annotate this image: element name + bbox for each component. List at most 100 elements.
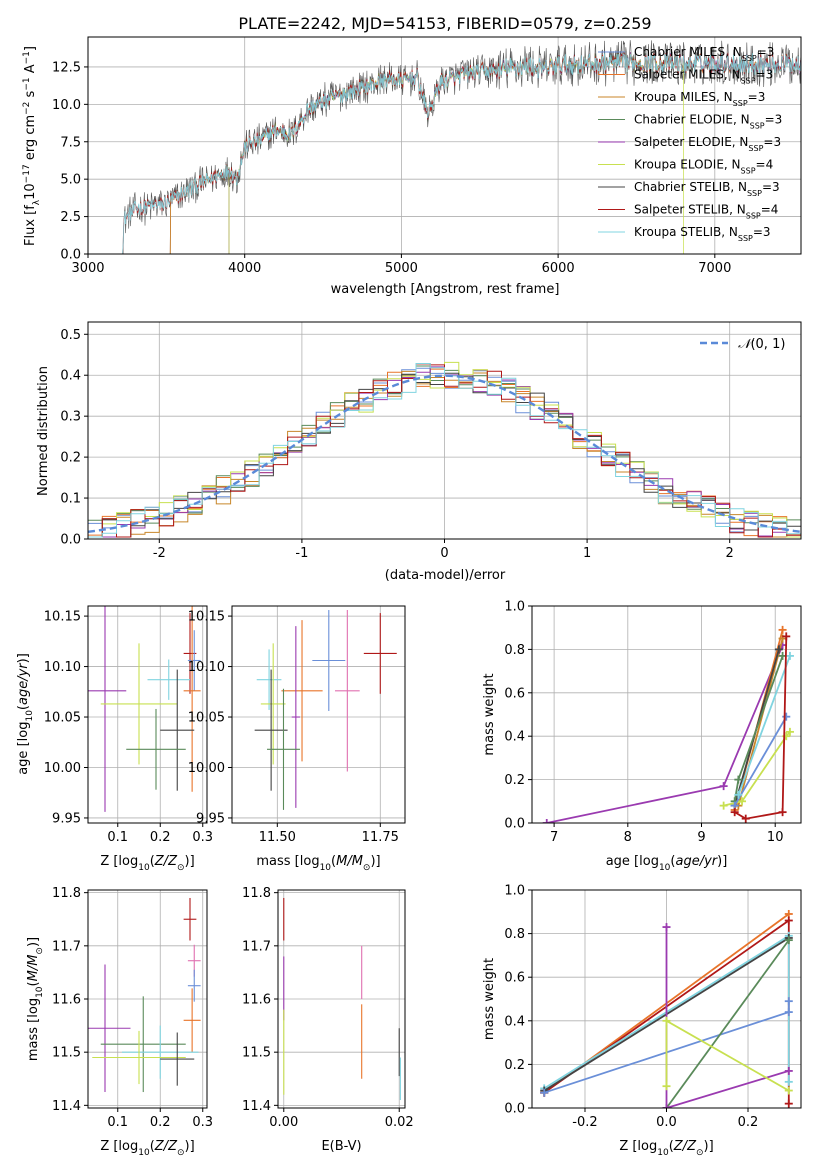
errorbar-point [183,606,201,792]
mass_vs_ebv-xlabel: E(B-V) [321,1139,361,1154]
age_vs_mass-ytick-label: 10.10 [188,660,225,675]
residuals-xtick-label: 0 [440,546,448,561]
errorbar-point [256,649,282,710]
errorbar-point [183,897,197,941]
legend-label: Kroupa MILES, NSSP=3 [634,90,765,108]
spectrum-ytick-label: 7.5 [60,135,81,150]
errorbar-point [88,964,131,1093]
mass_weight_vs_Z-plot-area [540,909,793,1108]
age_vs_Z-grid [88,606,207,823]
errorbar-point [92,1030,186,1085]
mass-weight-marker [778,625,787,634]
mass_weight_vs_age-plot-area [542,625,794,823]
mass-weight-line [733,716,788,807]
age_vs_mass-ytick-label: 10.15 [188,610,225,625]
mass-weight-marker [719,782,728,791]
residuals-ytick-label: 0.3 [60,410,81,425]
errorbar-point [334,610,360,772]
residuals-xtick-label: -1 [295,546,308,561]
residuals-ytick-label: 0.4 [60,369,81,384]
age_vs_mass-grid [232,606,405,823]
mass_vs_Z-panel: 0.1 0.2 0.3 11.4 11.5 11.6 11.7 11.8 Z [log10(Z/… [26,886,213,1158]
figure-title: PLATE=2242, MJD=54153, FIBERID=0579, z=0… [238,14,651,33]
mass-weight-marker [662,1016,671,1025]
spectrum-ytick-label: 2.5 [60,210,81,225]
spectrum-xtick-label: 3000 [71,261,104,276]
mass_weight_vs_Z-panel: -0.2 0.0 0.2 0.0 0.2 0.4 0.6 0.8 1.0 Z [log10(Z/Z… [482,884,802,1158]
mass_weight_vs_Z-ylabel: mass weight [482,958,497,1040]
mass_vs_Z-xlabel: Z [log10(Z/Z⊙)] [100,1139,194,1158]
mass_vs_ebv-ytick-label: 11.8 [242,886,271,901]
residuals-xtick-label: 1 [583,546,591,561]
errorbar-point [312,610,346,711]
age_vs_Z-ytick-label: 10.10 [44,660,81,675]
age_vs_Z-ytick-label: 9.95 [52,811,81,826]
mass_vs_ebv-xtick-label: 0.00 [269,1115,298,1130]
errorbar-point [363,613,397,694]
spectrum-xtick-label: 7000 [698,261,731,276]
mass_vs_ebv-plot-area [283,897,401,1101]
mass_vs_Z-ylabel: mass [log10(M/M⊙)] [26,937,45,1061]
residuals-panel: -2 -1 0 1 2 0.0 0.1 0.2 0.3 0.4 0.5 (data-model)/er… [36,321,802,583]
spectrum-line-kroupa-miles [169,51,801,254]
age_vs_Z-xtick-label: 0.1 [107,830,128,845]
residuals-plot-area [88,361,801,538]
residuals-ytick-label: 0.2 [60,451,81,466]
mass_weight_vs_Z-ytick-label: 0.2 [504,1058,525,1073]
mass-weight-line [665,939,790,1108]
residuals-ytick-label: 0.1 [60,492,81,507]
spectrum-line-salpeter-stelib [122,51,801,254]
legend-label: Salpeter ELODIE, NSSP=3 [634,135,781,153]
spectrum-line-kroupa-elodie [228,51,684,254]
mass-weight-marker [542,819,551,823]
age_vs_Z-ytick-label: 10.05 [44,711,81,726]
mass_vs_ebv-xtick-label: 0.02 [385,1115,414,1130]
age_vs_Z-ytick-label: 10.15 [44,610,81,625]
legend-label: 𝒩(0, 1) [738,337,785,352]
plot-layer: 3000 4000 5000 6000 70000.02.55.07.510.012.5… [16,36,802,1158]
mass_vs_Z-ytick-label: 11.8 [52,886,81,901]
residuals-ylabel: Normed distribution [36,366,51,496]
mass-weight-marker [719,801,728,810]
age_vs_Z-frame [87,605,208,824]
legend-label: Kroupa STELIB, NSSP=3 [634,225,771,243]
errorbar-point [147,659,190,700]
age_vs_mass-xtick-label: 11.50 [259,830,296,845]
mass_vs_Z-ytick-label: 11.5 [52,1046,81,1061]
mass-weight-marker [784,997,793,1006]
errorbar-point [88,606,127,812]
mass-weight-marker [784,1008,793,1017]
mass-weight-marker [784,916,793,925]
mass-weight-line [546,644,784,823]
mass-weight-marker [784,1099,793,1108]
mass-weight-marker [785,727,794,736]
age_vs_mass-frame [231,605,406,824]
mass-weight-marker [734,790,743,799]
mass_weight_vs_Z-ytick-label: 0.6 [504,971,525,986]
errorbar-point [183,988,201,1053]
mass_vs_Z-xtick-label: 0.2 [150,1115,171,1130]
mass_weight_vs_age-ytick-label: 0.4 [504,730,525,745]
gaussian-curve [88,374,801,533]
residuals-xtick-label: -2 [153,546,166,561]
spectrum-ytick-label: 10.0 [52,98,81,113]
spectrum-ytick-label: 0.0 [60,248,81,263]
age_vs_Z-xlabel: Z [log10(Z/Z⊙)] [100,854,194,873]
mass-weight-marker [741,814,750,823]
mass_weight_vs_Z-xtick-label: 0.0 [656,1115,677,1130]
mass_weight_vs_age-xtick-label: 8 [624,830,632,845]
mass_weight_vs_Z-ytick-label: 0.8 [504,927,525,942]
errorbar-point [254,669,288,791]
errorbar-point [267,688,300,810]
age_vs_Z-plot-area [88,606,201,812]
mass_vs_ebv-grid [278,890,405,1108]
legend-label: Salpeter MILES, NSSP=3 [634,68,773,86]
mass-weight-marker [730,808,739,817]
spectrum-plot-area [122,40,801,254]
mass_vs_Z-xtick-label: 0.3 [192,1115,213,1130]
errorbar-point [281,620,323,762]
spectrum-xtick-label: 6000 [542,261,575,276]
errorbar-point [187,630,201,691]
mass-weight-marker [784,1066,793,1075]
